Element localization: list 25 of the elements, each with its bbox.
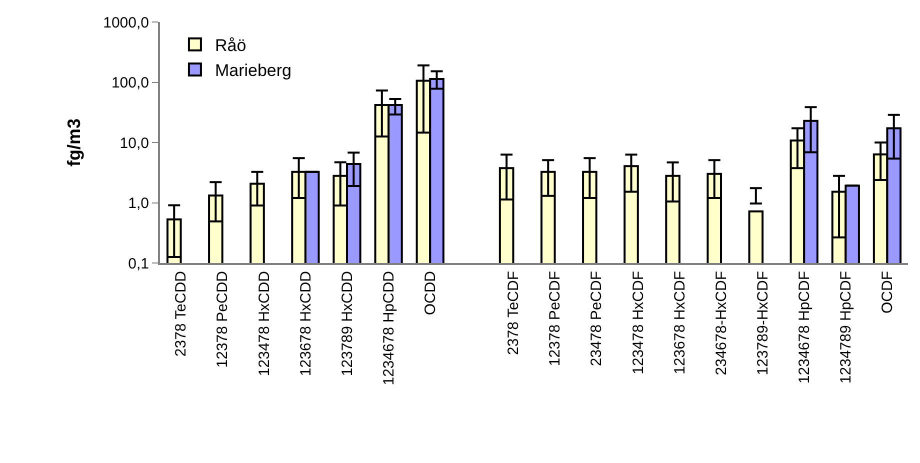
x-tick-label: 12378 PeCDF (546, 271, 564, 366)
x-tick-label: 123678 HxCDD (297, 270, 314, 376)
x-tick-label: 2378 TeCDF (505, 271, 522, 355)
x-tick-label: 2378 TeCDD (172, 270, 190, 357)
x-tick-label: 123789 HxCDD (338, 270, 356, 376)
x-tick-label: 1234789 HpCDF (838, 271, 855, 384)
legend-label: Råö (214, 36, 246, 55)
y-tick-label: 1000,0 (103, 14, 149, 32)
x-tick-label: 1234678 HpCDD (380, 270, 398, 386)
y-tick-label: 10,0 (120, 134, 149, 152)
x-tick-label: 1234678 HpCDF (796, 271, 813, 384)
y-tick-label: 0,1 (128, 255, 149, 272)
x-tick-label: 23478 PeCDF (588, 271, 606, 366)
x-tick-label: 123478 HxCDD (256, 270, 273, 376)
x-tick-label: 123478 HxCDF (630, 271, 647, 374)
x-tick-label: 234678-HxCDF (712, 271, 730, 376)
x-tick-label: 123789-HxCDF (754, 271, 772, 376)
y-tick-label: 1,0 (128, 195, 149, 212)
legend-label: Marieberg (214, 61, 292, 80)
x-tick-label: OCDD (422, 270, 439, 316)
y-axis-title: fg/m3 (64, 118, 84, 167)
x-tick-label: 123678 HxCDF (671, 271, 688, 374)
y-tick-label: 100,0 (111, 74, 149, 92)
x-tick-label: OCDF (879, 271, 896, 314)
x-tick-label: 12378 PeCDD (214, 270, 232, 368)
